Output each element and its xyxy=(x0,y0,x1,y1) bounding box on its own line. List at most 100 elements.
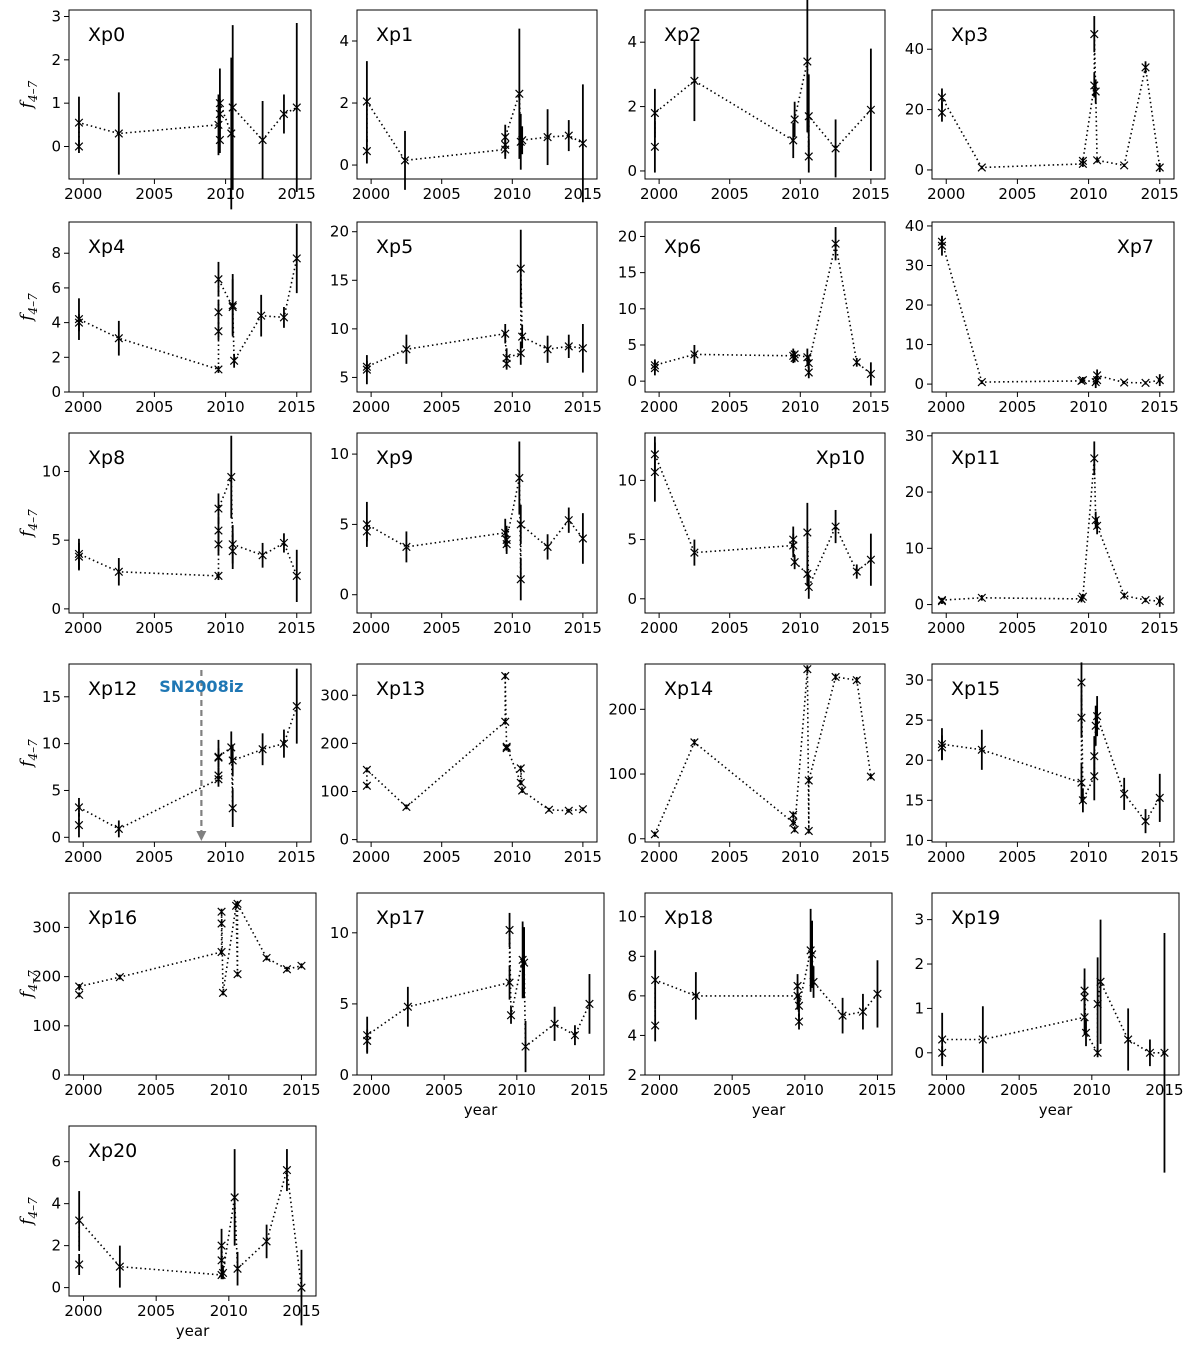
data-point xyxy=(516,264,525,273)
marker-stroke xyxy=(803,57,812,66)
y-axis-label: f4–7 xyxy=(17,1197,40,1227)
marker-stroke xyxy=(214,571,223,581)
plot-frame xyxy=(356,892,605,1076)
x-tick-label: 2015 xyxy=(1141,398,1179,416)
data-point xyxy=(1123,1035,1133,1044)
marker-stroke xyxy=(650,361,660,370)
marker-stroke xyxy=(1160,1048,1169,1058)
data-point xyxy=(1077,678,1086,687)
data-point xyxy=(937,1035,947,1044)
marker-stroke xyxy=(228,302,237,312)
marker-stroke xyxy=(214,752,223,761)
data-point xyxy=(74,990,84,1000)
panel-xp19: 2000 2005 2010 2015 0 1 2 3 Xp19 year xyxy=(914,892,1184,1173)
data-point xyxy=(1077,778,1086,787)
marker-stroke xyxy=(362,362,372,371)
marker-stroke xyxy=(292,254,301,263)
marker-stroke xyxy=(516,520,525,529)
marker-stroke xyxy=(402,542,411,552)
marker-stroke xyxy=(650,1021,660,1030)
y-axis-label: f4–7 xyxy=(17,739,40,769)
x-tick-label: 2000 xyxy=(640,398,678,416)
data-point xyxy=(937,1048,947,1058)
data-point xyxy=(516,575,525,584)
data-point xyxy=(1093,1048,1102,1058)
marker-stroke xyxy=(650,363,660,373)
marker-stroke xyxy=(227,472,236,482)
data-point xyxy=(1091,721,1100,730)
data-point xyxy=(516,764,525,773)
data-point xyxy=(873,989,882,999)
y-tick-label: 0 xyxy=(51,1279,61,1297)
data-point xyxy=(793,981,802,991)
x-tick-label: 2005 xyxy=(423,619,461,637)
panel-xp13: 2000 2005 2010 2015 0 100 200 300 Xp13 xyxy=(320,663,602,866)
panel-title: Xp9 xyxy=(376,447,413,469)
marker-stroke xyxy=(1077,713,1086,722)
marker-stroke xyxy=(1080,1013,1089,1022)
data-point xyxy=(282,965,292,974)
y-tick-label: 3 xyxy=(51,8,61,26)
panel-xp4: 2000 2005 2010 2015 0 2 4 6 8 Xp4 f4–7 xyxy=(17,221,316,416)
data-point xyxy=(74,314,84,324)
data-point xyxy=(650,830,660,839)
marker-stroke xyxy=(804,358,813,368)
marker-stroke xyxy=(578,534,588,543)
data-point xyxy=(937,108,947,117)
x-tick-label: 2010 xyxy=(1069,848,1107,866)
panel-xp8: 2000 2005 2010 2015 0 5 10 Xp8 f4–7 xyxy=(17,432,316,637)
x-tick-label: 2005 xyxy=(998,185,1036,203)
marker-stroke xyxy=(517,786,527,795)
data-point xyxy=(74,982,84,991)
data-point xyxy=(214,365,223,374)
y-tick-label: 2 xyxy=(51,348,61,366)
y-tick-label: 2 xyxy=(914,955,924,973)
data-point xyxy=(502,359,511,369)
data-point xyxy=(804,582,813,592)
panel-title: Xp1 xyxy=(376,24,413,46)
x-tick-label: 2005 xyxy=(998,619,1036,637)
x-tick-label: 2010 xyxy=(1069,398,1107,416)
marker-stroke xyxy=(1078,156,1088,166)
data-point xyxy=(227,743,236,752)
data-point xyxy=(517,332,527,341)
marker-stroke xyxy=(866,105,876,115)
y-tick-label: 6 xyxy=(51,1153,61,1171)
y-tick-label: 5 xyxy=(627,336,637,354)
data-point xyxy=(1090,29,1099,39)
data-point xyxy=(114,334,124,343)
marker-stroke xyxy=(516,778,525,788)
marker-stroke xyxy=(501,132,510,142)
data-point xyxy=(1080,993,1089,1002)
panel-title: Xp2 xyxy=(664,24,701,46)
y-tick-label: 4 xyxy=(627,1026,637,1044)
data-point xyxy=(1092,521,1102,531)
panel-xp11: 2000 2005 2010 2015 0 10 20 30 Xp11 xyxy=(905,427,1179,637)
y-tick-label: 200 xyxy=(32,968,61,986)
y-tick-label: 4 xyxy=(51,314,61,332)
connecting-line xyxy=(941,682,1161,823)
y-tick-label: 2 xyxy=(51,51,61,69)
data-point xyxy=(794,1017,804,1026)
marker-stroke xyxy=(215,135,225,145)
data-point xyxy=(793,991,802,1001)
y-tick-label: 15 xyxy=(905,791,924,809)
data-point xyxy=(937,743,947,752)
y-tick-label: 0 xyxy=(627,372,637,390)
panel-xp10: 2000 2005 2010 2015 0 5 10 Xp10 xyxy=(618,432,890,637)
marker-stroke xyxy=(790,353,799,363)
data-point xyxy=(1119,161,1129,170)
connecting-line xyxy=(941,458,1160,602)
panel-title: Xp4 xyxy=(88,236,125,258)
y-tick-label: 0 xyxy=(51,1066,61,1084)
marker-stroke xyxy=(650,467,660,477)
data-point xyxy=(217,919,226,928)
marker-stroke xyxy=(516,575,525,584)
data-point xyxy=(1141,378,1150,388)
data-point xyxy=(866,772,876,781)
data-point xyxy=(1145,1048,1155,1058)
marker-stroke xyxy=(362,97,372,106)
x-tick-label: 2010 xyxy=(206,398,244,416)
x-tick-label: 2015 xyxy=(278,848,316,866)
marker-stroke xyxy=(74,1260,84,1269)
